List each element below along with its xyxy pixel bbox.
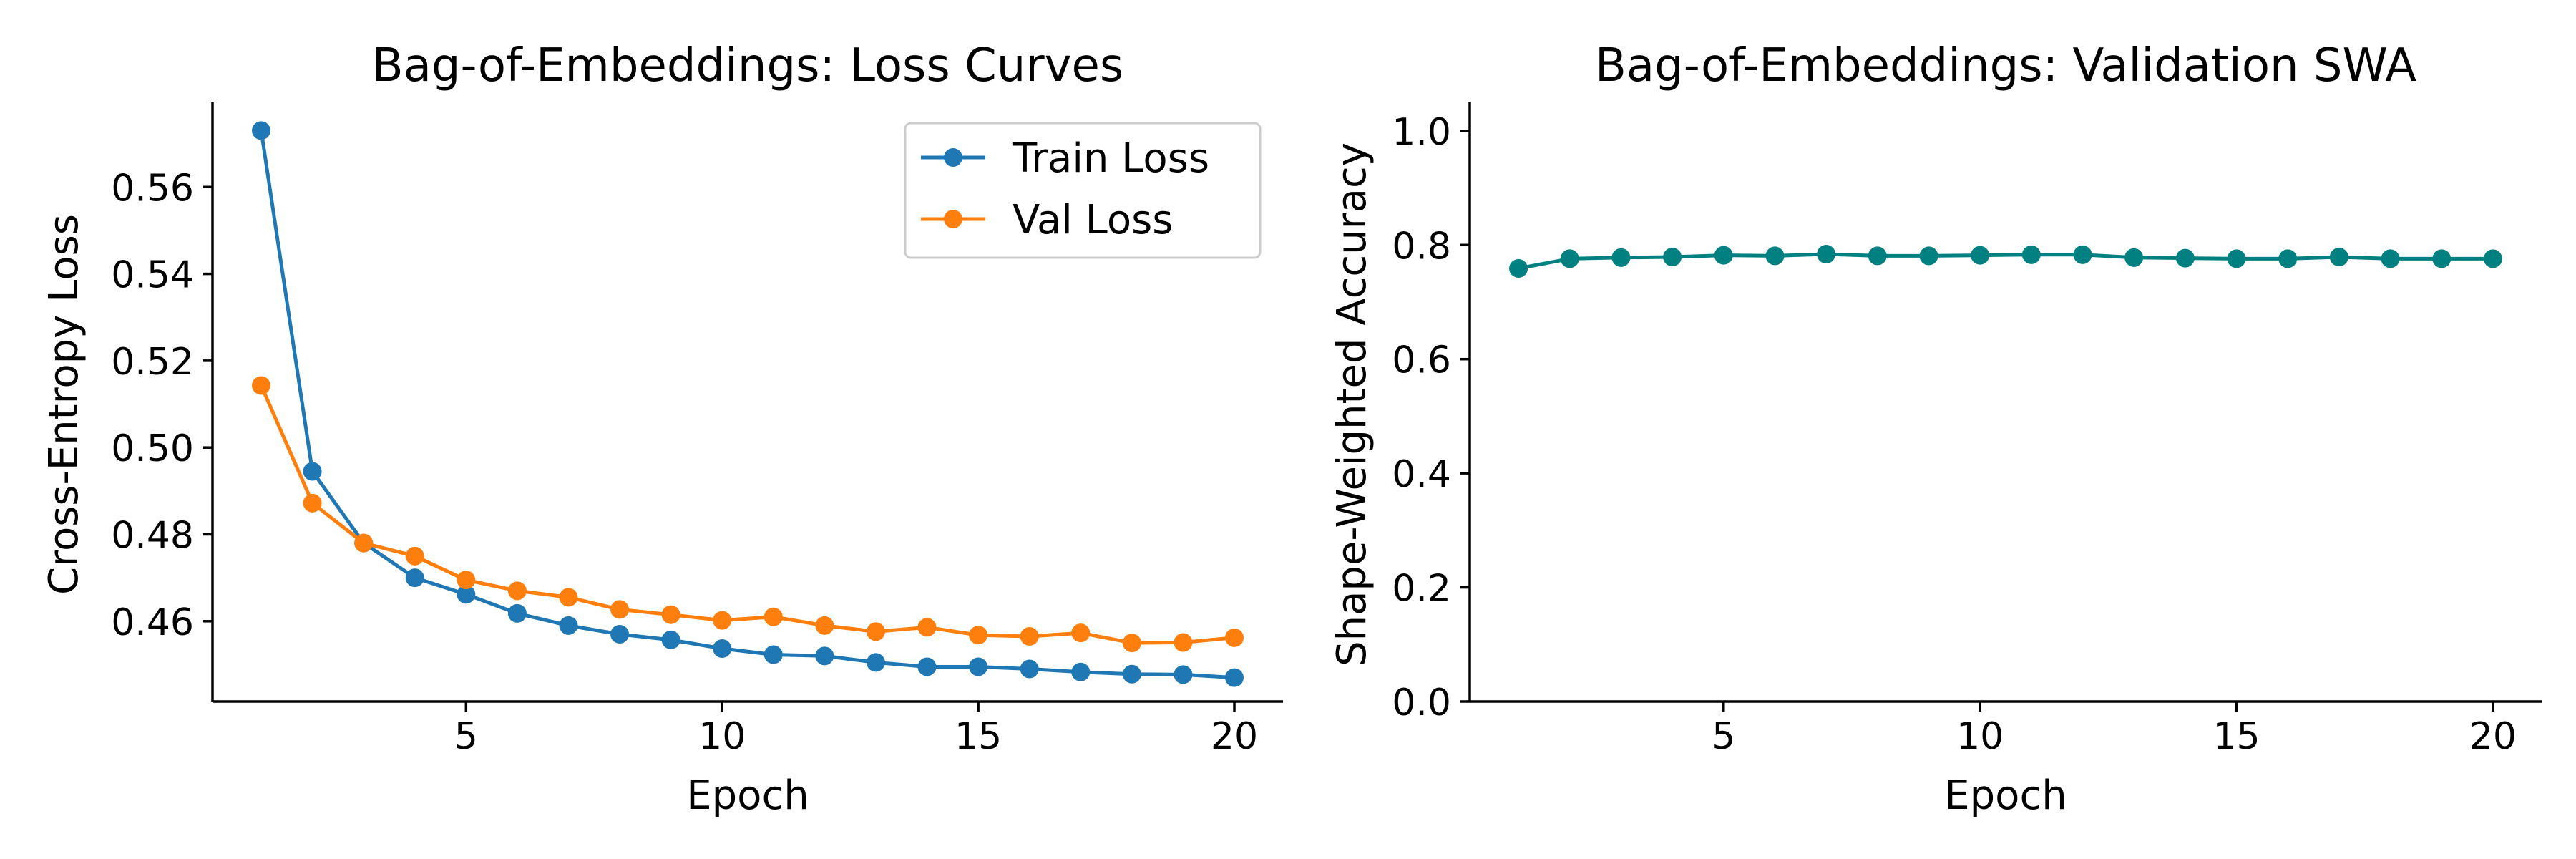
data-point: [1919, 246, 1938, 266]
data-point: [2073, 245, 2092, 264]
chart-title: Bag-of-Embeddings: Loss Curves: [372, 39, 1123, 92]
data-point: [1714, 246, 1733, 265]
data-point: [610, 600, 630, 619]
data-point: [866, 622, 885, 641]
x-tick-label: 10: [1956, 715, 2004, 758]
x-tick-label: 20: [2469, 715, 2517, 758]
data-point: [559, 588, 578, 607]
data-point: [917, 618, 937, 637]
y-tick-label: 0.0: [1392, 681, 1451, 724]
data-point: [661, 605, 680, 624]
plot-area: 5 10 15 20 0.0 0.2 0.4 0.6 0.8 1.0: [1392, 102, 2542, 758]
y-tick-label: 0.50: [111, 427, 194, 470]
data-point: [713, 611, 732, 630]
data-point: [1071, 662, 1091, 681]
legend: Train Loss Val Loss: [904, 122, 1262, 259]
data-point: [507, 581, 527, 601]
data-point: [610, 624, 630, 644]
data-point: [1868, 246, 1887, 266]
x-tick-label: 5: [454, 715, 478, 758]
legend-frame: [904, 122, 1262, 259]
data-point: [1122, 664, 1141, 684]
data-point: [969, 626, 988, 645]
data-point: [507, 603, 527, 623]
y-axis-label: Shape-Weighted Accuracy: [1329, 142, 1375, 666]
data-point: [405, 568, 424, 588]
data-point: [2021, 245, 2041, 264]
validation-swa-chart: Bag-of-Embeddings: Validation SWA Epoch …: [1329, 39, 2542, 819]
data-point: [763, 607, 783, 626]
legend-label: Train Loss: [1012, 135, 1209, 182]
x-axis-label: Epoch: [686, 772, 809, 819]
data-point: [2227, 249, 2246, 268]
x-tick-label: 15: [2212, 715, 2260, 758]
y-tick-label: 0.52: [111, 341, 194, 384]
data-point: [1174, 665, 1193, 684]
data-point: [303, 493, 322, 513]
loss-curves-chart: Bag-of-Embeddings: Loss Curves Epoch Cro…: [41, 39, 1283, 819]
x-axis-label: Epoch: [1944, 772, 2067, 819]
data-point: [1765, 246, 1785, 266]
data-point: [763, 645, 783, 664]
data-point: [559, 616, 578, 635]
data-point: [354, 533, 374, 553]
plot-area: 5 10 15 20 0.46 0.48 0.50 0.52 0.54 0.56 Train Los…: [111, 102, 1283, 758]
data-point: [252, 121, 270, 140]
data-point: [457, 585, 476, 604]
y-tick-label: 0.48: [111, 514, 194, 557]
data-point: [661, 630, 680, 649]
data-point: [2432, 249, 2451, 268]
legend-marker: [944, 210, 962, 228]
y-tick-label: 0.4: [1392, 453, 1451, 496]
data-point: [405, 546, 424, 566]
data-point: [1509, 258, 1528, 278]
y-tick-label: 0.56: [111, 167, 194, 210]
data-point: [1225, 628, 1244, 647]
data-point: [1020, 659, 1039, 679]
data-point: [303, 462, 322, 481]
legend-marker: [944, 148, 962, 167]
data-point: [252, 376, 270, 395]
x-tick-label: 10: [698, 715, 746, 758]
data-point: [815, 616, 834, 635]
data-point: [2381, 249, 2400, 268]
data-point: [2175, 248, 2195, 268]
x-tick-label: 15: [955, 715, 1002, 758]
x-tick-label: 5: [1712, 715, 1735, 758]
y-tick-label: 0.2: [1392, 568, 1451, 611]
data-point: [917, 657, 937, 676]
data-point: [457, 571, 476, 590]
data-point: [969, 657, 988, 676]
legend-label: Val Loss: [1013, 197, 1173, 243]
y-axis-label: Cross-Entropy Loss: [41, 214, 87, 595]
data-point: [2278, 249, 2298, 268]
data-point: [2483, 249, 2502, 268]
y-tick-label: 0.54: [111, 254, 194, 297]
chart-title: Bag-of-Embeddings: Validation SWA: [1595, 39, 2416, 92]
data-point: [815, 646, 834, 666]
y-tick-label: 1.0: [1392, 111, 1451, 154]
data-point: [1611, 248, 1631, 267]
y-tick-label: 0.6: [1392, 339, 1451, 382]
data-point: [1817, 245, 1836, 264]
data-point: [2124, 248, 2144, 267]
data-point: [1225, 668, 1244, 687]
data-point: [1663, 248, 1682, 267]
x-tick-label: 20: [1211, 715, 1258, 758]
y-tick-label: 0.46: [111, 601, 194, 644]
data-point: [866, 653, 885, 672]
data-point: [2329, 248, 2348, 267]
data-point: [1020, 627, 1039, 646]
y-tick-label: 0.8: [1392, 225, 1451, 268]
data-point: [1560, 249, 1579, 268]
data-point: [1071, 623, 1091, 643]
data-point: [1122, 634, 1141, 653]
data-point: [713, 639, 732, 659]
data-point: [1971, 246, 1990, 265]
data-point: [1174, 633, 1193, 652]
